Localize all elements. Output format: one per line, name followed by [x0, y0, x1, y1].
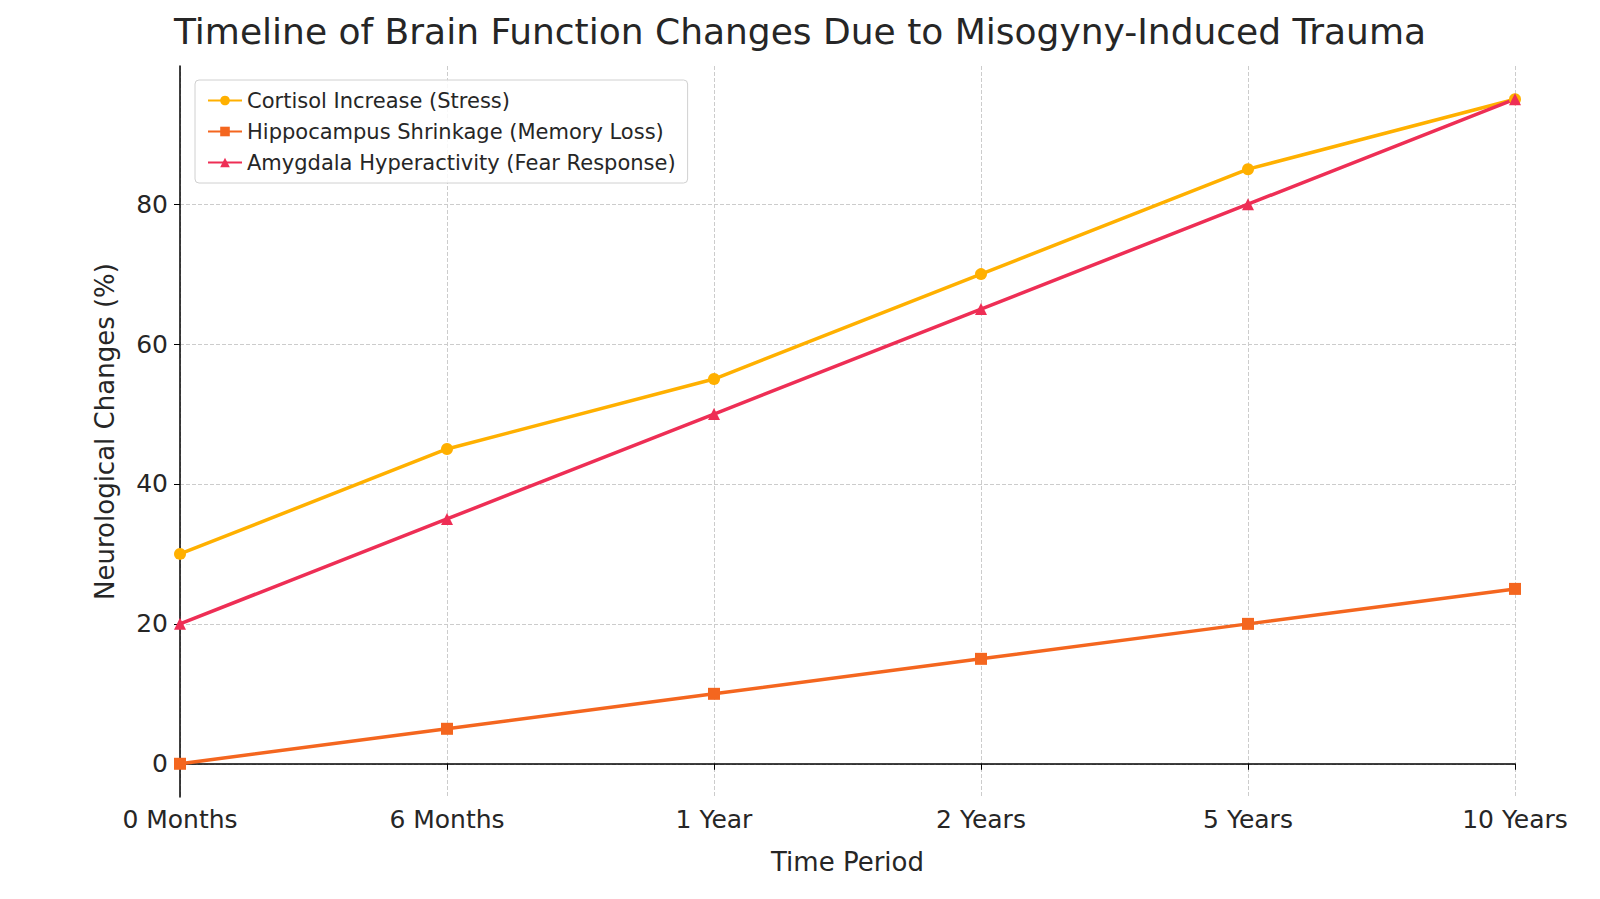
- svg-text:80: 80: [136, 190, 168, 219]
- svg-text:60: 60: [136, 330, 168, 359]
- svg-text:5 Years: 5 Years: [1203, 805, 1293, 834]
- svg-text:6 Months: 6 Months: [389, 805, 504, 834]
- svg-text:Neurological Changes (%): Neurological Changes (%): [90, 263, 120, 600]
- svg-text:2 Years: 2 Years: [936, 805, 1026, 834]
- svg-text:40: 40: [136, 469, 168, 498]
- svg-text:Timeline of Brain Function Cha: Timeline of Brain Function Changes Due t…: [173, 11, 1426, 52]
- svg-text:10 Years: 10 Years: [1462, 805, 1568, 834]
- svg-text:0: 0: [152, 749, 168, 778]
- svg-text:1 Year: 1 Year: [676, 805, 754, 834]
- svg-text:Amygdala Hyperactivity (Fear R: Amygdala Hyperactivity (Fear Response): [247, 151, 676, 175]
- svg-text:Hippocampus Shrinkage (Memory: Hippocampus Shrinkage (Memory Loss): [247, 120, 664, 144]
- svg-text:20: 20: [136, 609, 168, 638]
- svg-text:Time Period: Time Period: [770, 847, 924, 877]
- svg-text:0 Months: 0 Months: [122, 805, 237, 834]
- svg-text:Cortisol Increase (Stress): Cortisol Increase (Stress): [247, 89, 510, 113]
